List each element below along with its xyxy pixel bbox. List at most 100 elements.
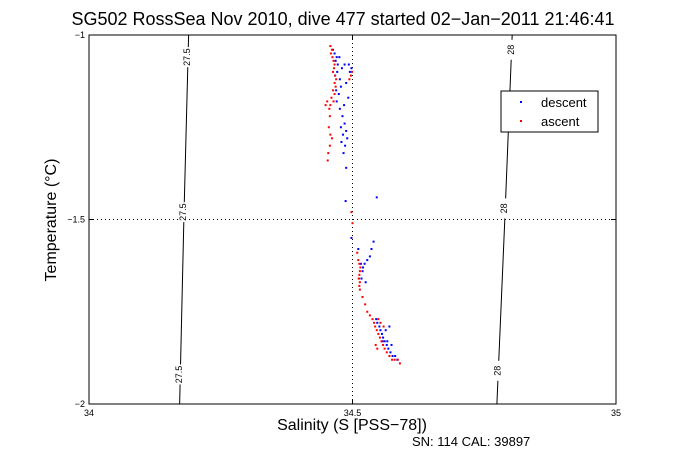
data-point-ascent (326, 159, 329, 162)
contour-label: 28 (492, 366, 502, 376)
data-point-descent (387, 347, 390, 350)
data-point-descent (345, 129, 348, 132)
data-point-ascent (366, 310, 369, 313)
contour-label-background (492, 360, 503, 381)
data-point-ascent (351, 222, 354, 225)
data-point-descent (346, 137, 349, 140)
y-tick-label: −1.5 (67, 215, 85, 225)
data-point-descent (368, 255, 371, 258)
data-point-descent (363, 262, 366, 265)
data-point-ascent (358, 288, 361, 291)
density-contours: 27.5 27.5 27.5 28 28 28 (174, 34, 517, 405)
data-point-ascent (356, 251, 359, 254)
data-point-ascent (398, 362, 401, 365)
data-point-descent (384, 329, 387, 332)
data-point-descent (381, 332, 384, 335)
data-point-descent (343, 104, 346, 107)
data-point-descent (343, 122, 346, 125)
chart-title: SG502 RossSea Nov 2010, dive 477 started… (71, 9, 614, 29)
data-point-descent (361, 270, 364, 273)
data-point-ascent (333, 67, 336, 70)
data-point-descent (378, 325, 381, 328)
data-point-ascent (382, 325, 385, 328)
data-point-ascent (330, 96, 333, 99)
data-point-descent (343, 63, 346, 66)
data-point-ascent (396, 358, 399, 361)
data-point-ascent (333, 81, 336, 84)
contour-label: 27.5 (182, 48, 192, 66)
data-point-descent (342, 152, 345, 155)
data-point-descent (381, 340, 384, 343)
data-point-descent (338, 107, 341, 110)
data-point-descent (394, 355, 397, 358)
data-point-ascent (327, 152, 330, 155)
x-axis-label: Salinity (S [PSS−78]) (277, 417, 427, 434)
contour-label: 28 (506, 45, 516, 55)
data-point-descent (362, 266, 365, 269)
data-point-ascent (335, 78, 338, 81)
data-point-ascent (348, 78, 351, 81)
data-point-descent (348, 70, 351, 73)
data-point-descent (389, 351, 392, 354)
contour-label: 27.5 (174, 366, 184, 384)
data-point-ascent (361, 295, 364, 298)
legend-marker-ascent (520, 120, 522, 122)
data-point-descent (335, 100, 338, 103)
data-point-descent (337, 93, 340, 96)
data-point-descent (347, 63, 350, 66)
data-point-ascent (382, 343, 385, 346)
data-point-descent (366, 259, 369, 262)
data-point-ascent (329, 45, 332, 48)
data-point-ascent (377, 318, 380, 321)
data-point-ascent (332, 89, 335, 92)
data-point-descent (345, 166, 348, 169)
data-point-ascent (328, 107, 331, 110)
data-point-ascent (378, 336, 381, 339)
data-point-ascent (334, 74, 337, 77)
data-point-ascent (330, 137, 333, 140)
data-point-ascent (357, 277, 360, 280)
data-point-ascent (326, 100, 329, 103)
data-point-ascent (350, 211, 353, 214)
data-point-ascent (374, 325, 377, 328)
serial-calibration-note: SN: 114 CAL: 39897 (412, 434, 530, 449)
data-point-ascent (380, 340, 383, 343)
data-point-ascent (329, 52, 332, 55)
data-series (324, 45, 401, 365)
data-point-ascent (358, 273, 361, 276)
data-point-ascent (358, 281, 361, 284)
data-point-ascent (328, 144, 331, 147)
data-point-descent (332, 48, 335, 51)
data-point-descent (339, 85, 342, 88)
data-point-descent (341, 115, 344, 118)
legend: descent ascent (500, 90, 599, 133)
contour-label-background (182, 47, 193, 68)
data-point-ascent (349, 74, 352, 77)
data-point-ascent (332, 70, 335, 73)
data-point-ascent (388, 355, 391, 358)
y-axis-label: Temperature (°C) (43, 159, 60, 282)
data-point-descent (388, 325, 391, 328)
data-point-descent (344, 200, 347, 203)
data-point-descent (379, 329, 382, 332)
data-point-descent (372, 240, 375, 243)
data-point-descent (335, 56, 338, 59)
x-tick-label: 34 (84, 408, 94, 418)
data-point-descent (335, 89, 338, 92)
data-point-ascent (373, 321, 376, 324)
data-point-ascent (333, 93, 336, 96)
data-point-ascent (358, 284, 361, 287)
data-point-ascent (334, 85, 337, 88)
data-point-descent (385, 343, 388, 346)
data-point-descent (336, 70, 339, 73)
data-point-ascent (332, 100, 335, 103)
data-point-descent (360, 277, 363, 280)
axis-ticks: 34 34.5 35 −2 −1.5 −1 (67, 30, 621, 418)
data-point-descent (342, 133, 345, 136)
data-point-ascent (359, 266, 362, 269)
plot-area: 27.5 27.5 27.5 28 28 28 34 34.5 35 −2 −1.5 −1 (67, 30, 621, 418)
data-point-descent (339, 126, 342, 129)
data-point-ascent (333, 63, 336, 66)
data-point-ascent (327, 126, 330, 129)
data-point-descent (334, 59, 337, 62)
